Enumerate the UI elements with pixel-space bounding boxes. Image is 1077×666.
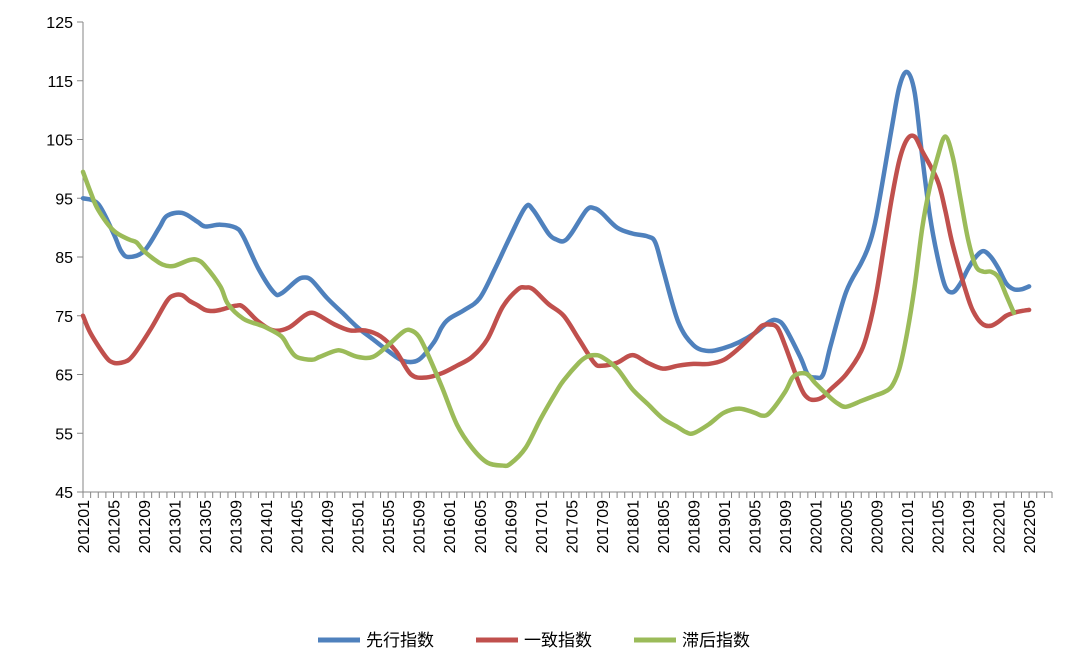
y-tick-label: 105 bbox=[46, 133, 73, 150]
x-tick-label: 201709 bbox=[595, 500, 612, 553]
x-tick-label: 201301 bbox=[168, 500, 185, 553]
series-line-2 bbox=[80, 134, 1017, 469]
legend-label-2: 滞后指数 bbox=[682, 631, 750, 651]
x-tick-label: 201805 bbox=[656, 500, 673, 553]
x-tick-label: 201409 bbox=[320, 500, 337, 553]
x-tick-label: 201801 bbox=[625, 500, 642, 553]
legend-label-1: 一致指数 bbox=[524, 631, 592, 651]
y-tick-label: 65 bbox=[55, 368, 73, 385]
x-tick-label: 201205 bbox=[107, 500, 124, 553]
y-tick-label: 125 bbox=[46, 15, 73, 32]
x-tick-label: 202205 bbox=[1022, 500, 1039, 553]
x-tick-label: 201905 bbox=[747, 500, 764, 553]
x-tick-label: 201605 bbox=[473, 500, 490, 553]
y-axis-ticks: 45 55 65 75 85 95 105 115 125 bbox=[46, 15, 83, 502]
x-tick-label: 202001 bbox=[808, 500, 825, 553]
x-tick-label: 201705 bbox=[564, 500, 581, 553]
x-tick-label: 202109 bbox=[961, 500, 978, 553]
y-tick-label: 45 bbox=[55, 485, 73, 502]
x-tick-label: 202005 bbox=[839, 500, 856, 553]
y-tick-label: 95 bbox=[55, 191, 73, 208]
x-tick-label: 201501 bbox=[351, 500, 368, 553]
y-tick-label: 55 bbox=[55, 426, 73, 443]
x-tick-label: 201201 bbox=[76, 500, 93, 553]
x-tick-label: 201609 bbox=[503, 500, 520, 553]
x-tick-label: 201601 bbox=[442, 500, 459, 553]
x-tick-label: 201509 bbox=[412, 500, 429, 553]
series-line-1 bbox=[80, 133, 1032, 403]
x-tick-label: 201505 bbox=[381, 500, 398, 553]
x-tick-label: 201405 bbox=[290, 500, 307, 553]
series-lines bbox=[80, 69, 1032, 469]
x-axis-ticks: 201201 201205 201209 201301 201305 201309 2014… bbox=[76, 492, 1053, 553]
x-tick-label: 201401 bbox=[259, 500, 276, 553]
chart-axes bbox=[82, 22, 1052, 493]
series-line-0 bbox=[80, 69, 1032, 381]
x-tick-label: 201701 bbox=[534, 500, 551, 553]
x-tick-label: 201901 bbox=[717, 500, 734, 553]
x-tick-label: 202101 bbox=[900, 500, 917, 553]
legend: 先行指数 一致指数 滞后指数 bbox=[318, 631, 750, 651]
y-tick-label: 75 bbox=[55, 309, 73, 326]
x-tick-label: 201305 bbox=[198, 500, 215, 553]
x-tick-label: 202009 bbox=[870, 500, 887, 553]
x-tick-label: 201209 bbox=[137, 500, 154, 553]
x-tick-label: 201809 bbox=[686, 500, 703, 553]
x-tick-label: 202201 bbox=[992, 500, 1009, 553]
x-tick-label: 201909 bbox=[778, 500, 795, 553]
x-tick-label: 202105 bbox=[931, 500, 948, 553]
y-tick-label: 85 bbox=[55, 250, 73, 267]
y-tick-label: 115 bbox=[47, 74, 73, 91]
x-tick-label: 201309 bbox=[229, 500, 246, 553]
legend-label-0: 先行指数 bbox=[366, 631, 434, 651]
